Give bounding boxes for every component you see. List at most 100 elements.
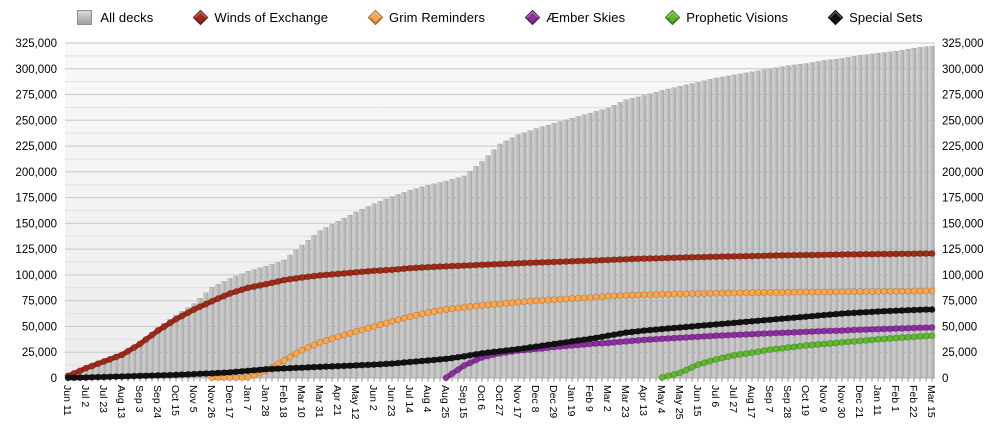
data-point-grim-reminders [568, 295, 576, 303]
data-point-grim-reminders [280, 357, 288, 364]
y-tick-label-right: 200,000 [942, 167, 984, 179]
bar-all-decks [881, 52, 887, 379]
data-point-special-sets [154, 371, 162, 379]
data-point-grim-reminders [580, 294, 588, 302]
data-point-winds-of-exchange [688, 253, 696, 261]
legend-item-all-decks: All decks [77, 10, 153, 25]
data-point-winds-of-exchange [742, 252, 750, 260]
data-point-special-sets [532, 343, 540, 351]
data-point-winds-of-exchange [472, 261, 480, 269]
data-point-winds-of-exchange [118, 351, 126, 359]
data-point-winds-of-exchange [340, 269, 348, 277]
y-tick-label-left: 225,000 [15, 141, 57, 153]
data-point-winds-of-exchange [322, 271, 330, 279]
legend-item-aember-skies: Æmber Skies [524, 9, 625, 26]
data-point-prophetic-visions [838, 338, 846, 346]
data-point-special-sets [814, 312, 822, 320]
data-point-special-sets [898, 307, 906, 314]
data-point-prophetic-visions [682, 366, 690, 374]
data-point-winds-of-exchange [274, 278, 282, 285]
x-tick-label: Jun 15 [691, 385, 703, 417]
data-point-prophetic-visions [886, 335, 894, 342]
data-point-grim-reminders [442, 306, 450, 313]
data-point-grim-reminders [664, 290, 672, 298]
bar-all-decks [185, 307, 191, 379]
data-point-aember-skies [880, 325, 888, 333]
data-point-grim-reminders [838, 288, 846, 296]
bar-all-decks [275, 261, 281, 379]
data-point-winds-of-exchange [94, 360, 102, 368]
data-point-winds-of-exchange [130, 344, 138, 352]
y-tick-label-right: 100,000 [942, 270, 984, 282]
bar-all-decks [911, 47, 917, 379]
data-point-winds-of-exchange [430, 263, 438, 271]
data-point-winds-of-exchange [196, 303, 204, 311]
data-point-special-sets [694, 322, 702, 330]
data-point-grim-reminders [706, 289, 714, 297]
data-point-grim-reminders [880, 287, 888, 295]
data-point-winds-of-exchange [424, 263, 432, 271]
data-point-winds-of-exchange [112, 353, 120, 361]
bar-all-decks [203, 292, 209, 379]
data-point-grim-reminders [736, 289, 744, 297]
bar-all-decks [467, 170, 473, 379]
data-point-winds-of-exchange [892, 250, 900, 258]
data-point-winds-of-exchange [172, 315, 180, 323]
bar-all-decks [803, 63, 809, 379]
data-point-winds-of-exchange [214, 295, 222, 303]
data-point-winds-of-exchange [904, 250, 912, 258]
winds-of-exchange-diamond-icon [193, 9, 209, 26]
bar-all-decks [461, 175, 467, 379]
data-point-winds-of-exchange [124, 347, 132, 355]
bar-all-decks [287, 254, 293, 379]
data-point-winds-of-exchange [574, 257, 582, 265]
x-tick-label: Sep 7 [763, 385, 775, 413]
data-point-special-sets [700, 321, 708, 329]
data-point-special-sets [340, 362, 348, 370]
x-tick-label: Sep 15 [457, 385, 469, 418]
bar-all-decks [515, 134, 521, 379]
x-tick-label: Jul 27 [727, 385, 739, 413]
legend-item-special-sets: Special Sets [827, 9, 922, 26]
bar-all-decks [197, 298, 203, 379]
data-point-winds-of-exchange [466, 261, 474, 269]
data-point-aember-skies [718, 332, 726, 339]
data-point-special-sets [142, 372, 150, 380]
data-point-special-sets [820, 311, 828, 319]
data-point-aember-skies [928, 324, 936, 331]
data-point-grim-reminders [400, 314, 408, 322]
series-special-sets [64, 306, 936, 382]
bar-all-decks [383, 198, 389, 379]
data-point-prophetic-visions [658, 374, 666, 381]
data-point-winds-of-exchange [670, 254, 678, 262]
data-point-grim-reminders [502, 299, 510, 307]
bar-all-decks [809, 62, 815, 379]
data-point-aember-skies [802, 328, 810, 336]
data-point-special-sets [778, 315, 786, 323]
data-point-winds-of-exchange [136, 340, 144, 348]
data-point-grim-reminders [658, 290, 666, 298]
bar-all-decks [797, 64, 803, 379]
data-point-grim-reminders [520, 298, 528, 306]
y-tick-label-left: 275,000 [15, 90, 57, 102]
data-point-special-sets [256, 366, 264, 374]
data-point-winds-of-exchange [454, 262, 462, 270]
data-point-aember-skies [742, 330, 750, 338]
data-point-prophetic-visions [904, 333, 912, 341]
data-point-special-sets [334, 362, 342, 370]
data-point-grim-reminders [562, 295, 570, 303]
data-point-grim-reminders [316, 338, 324, 346]
data-point-special-sets [520, 344, 528, 352]
data-point-winds-of-exchange [364, 267, 372, 275]
data-point-special-sets [196, 370, 204, 378]
data-point-grim-reminders [556, 295, 564, 303]
data-point-grim-reminders [490, 300, 498, 308]
x-tick-label: Jun 11 [61, 385, 73, 416]
data-point-winds-of-exchange [346, 269, 354, 277]
y-tick-label-left: 150,000 [15, 218, 57, 230]
data-point-special-sets [850, 309, 858, 317]
x-tick-label: Nov 9 [817, 385, 829, 413]
data-point-special-sets [526, 343, 534, 351]
bar-all-decks [683, 84, 689, 379]
y-tick-label-left: 25,000 [22, 347, 57, 359]
